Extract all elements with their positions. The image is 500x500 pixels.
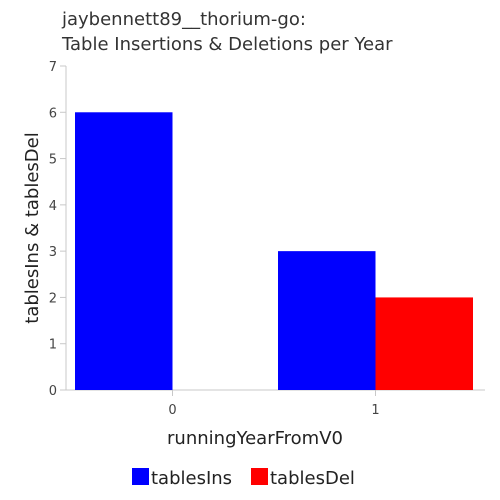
y-axis: 0 1 2 3 4 5 6 7	[49, 60, 67, 399]
y-tick-label: 0	[49, 384, 57, 399]
y-tick-label: 5	[49, 153, 57, 168]
chart-title-line-2: Table Insertions & Deletions per Year	[61, 34, 393, 55]
x-tick-label: 1	[371, 403, 379, 418]
y-tick-label: 7	[49, 60, 57, 75]
legend-swatch-tablesIns	[132, 468, 149, 485]
y-axis-title: tablesIns & tablesDel	[22, 132, 43, 323]
bars	[75, 112, 473, 391]
x-tick-label: 0	[168, 403, 176, 418]
chart-title-line-1: jaybennett89__thorium-go:	[61, 9, 306, 30]
legend-swatch-tablesDel	[251, 468, 268, 485]
y-tick-label: 4	[49, 199, 57, 214]
y-tick-label: 1	[49, 338, 57, 353]
legend-label-tablesIns: tablesIns	[151, 468, 232, 489]
legend: tablesIns tablesDel	[132, 468, 355, 489]
y-tick-label: 3	[49, 245, 57, 260]
bar-tablesIns-1	[278, 251, 376, 390]
y-tick-label: 6	[49, 106, 57, 121]
bar-tablesIns-0	[75, 112, 173, 391]
x-axis-title: runningYearFromV0	[167, 428, 343, 449]
y-tick-label: 2	[49, 291, 57, 306]
legend-label-tablesDel: tablesDel	[270, 468, 355, 489]
bar-tablesDel-1	[375, 297, 473, 390]
